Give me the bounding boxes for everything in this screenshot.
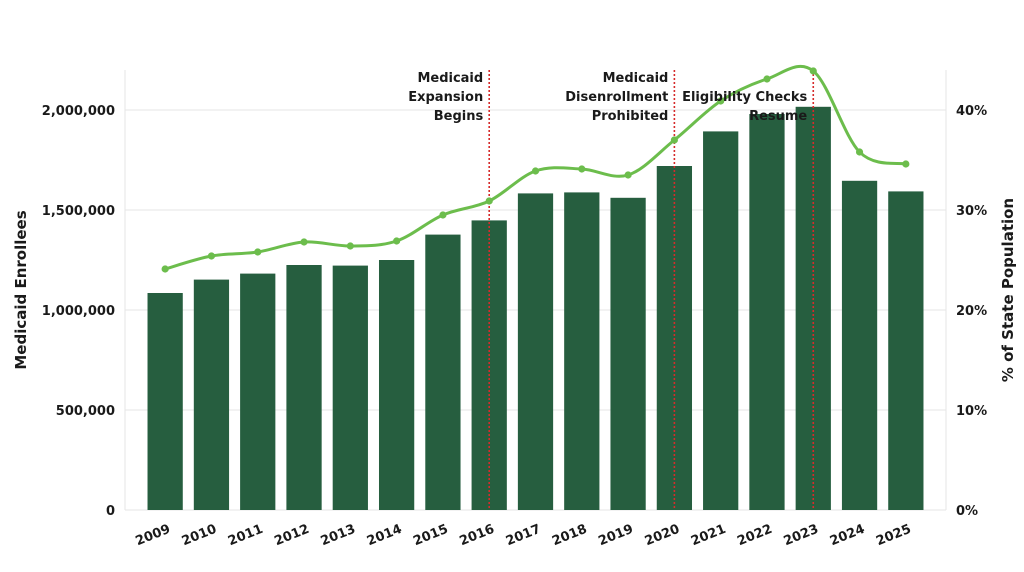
line-point: [207, 252, 216, 260]
x-tick-label: 2014: [365, 522, 404, 549]
annotation-label-line: Expansion: [408, 90, 483, 105]
y-tick-label-right: 10%: [956, 404, 987, 419]
line-point: [855, 148, 864, 156]
x-tick-label: 2019: [596, 522, 635, 549]
annotation-label-line: Eligibility Checks: [682, 90, 807, 105]
line-point: [624, 171, 632, 179]
bar-series: [147, 106, 924, 511]
x-tick-label: 2010: [180, 522, 219, 549]
line-point: [578, 165, 586, 173]
annotation-labels: Medicaid Expansion Begins Medicaid Disenroll…: [408, 71, 807, 124]
annotation-label-line: Prohibited: [592, 109, 669, 124]
line-point: [809, 67, 817, 75]
annotation-label-line: Begins: [434, 109, 484, 124]
x-tick-label: 2009: [133, 522, 172, 549]
y-tick-label-left: 1,000,000: [42, 304, 115, 319]
bar: [240, 273, 276, 510]
bar: [749, 114, 785, 510]
bar: [425, 234, 461, 510]
x-tick-label: 2015: [411, 522, 450, 549]
y-tick-label-right: 0%: [956, 504, 978, 519]
annotation-label-line: Disenrollment: [565, 90, 668, 105]
x-tick-label: 2020: [643, 522, 682, 549]
bar: [332, 265, 368, 510]
annotation-label: Medicaid Disenrollment Prohibited: [565, 71, 668, 124]
y-tick-label-left: 2,000,000: [42, 104, 115, 119]
x-tick-label: 2024: [828, 522, 867, 549]
bar: [147, 293, 183, 510]
bar: [888, 191, 924, 510]
line-point: [393, 237, 401, 245]
x-tick-label: 2025: [874, 522, 913, 549]
line-point: [439, 211, 447, 219]
x-tick-label: 2017: [504, 522, 543, 549]
bar: [193, 279, 230, 510]
line-point: [485, 197, 493, 205]
y-tick-label-left: 0: [106, 504, 115, 519]
line-point: [346, 242, 354, 250]
y-tick-label-right: 30%: [956, 204, 987, 219]
line-point: [670, 136, 678, 144]
bar: [286, 265, 322, 510]
x-tick-label: 2018: [550, 522, 589, 549]
x-tick-label: 2023: [782, 522, 821, 549]
line-point: [161, 265, 169, 273]
annotation-label-line: Medicaid: [603, 71, 669, 86]
bar: [841, 180, 878, 511]
y-tick-label-right: 20%: [956, 304, 987, 319]
bar: [564, 192, 600, 510]
annotation-label-line: Resume: [749, 109, 807, 124]
bar: [703, 131, 739, 510]
y-axis-title-left: Medicaid Enrollees: [12, 210, 30, 369]
x-tick-label: 2012: [272, 522, 311, 549]
y-axis-title-right: % of State Population: [999, 198, 1017, 382]
line-point: [531, 167, 540, 175]
line-point: [254, 248, 262, 256]
y-tick-label-left: 1,500,000: [42, 204, 115, 219]
line-point: [902, 160, 910, 168]
line-point: [300, 238, 308, 246]
bar: [517, 193, 554, 510]
bar: [471, 220, 507, 510]
bar: [378, 260, 415, 510]
line-series: [161, 64, 910, 273]
x-tick-label: 2021: [689, 522, 728, 549]
y-tick-label-left: 500,000: [56, 404, 115, 419]
annotation-label: Eligibility Checks Resume: [682, 90, 807, 124]
x-tick-label: 2011: [226, 522, 265, 549]
x-tick-label: 2016: [458, 522, 497, 549]
bar: [610, 197, 646, 511]
x-tick-label: 2013: [319, 522, 358, 549]
y-tick-label-right: 40%: [956, 104, 987, 119]
line-point: [763, 75, 771, 83]
x-tick-label: 2022: [735, 522, 774, 549]
annotation-label-line: Medicaid: [417, 71, 483, 86]
annotation-label: Medicaid Expansion Begins: [408, 71, 483, 124]
line-point: [717, 97, 725, 105]
